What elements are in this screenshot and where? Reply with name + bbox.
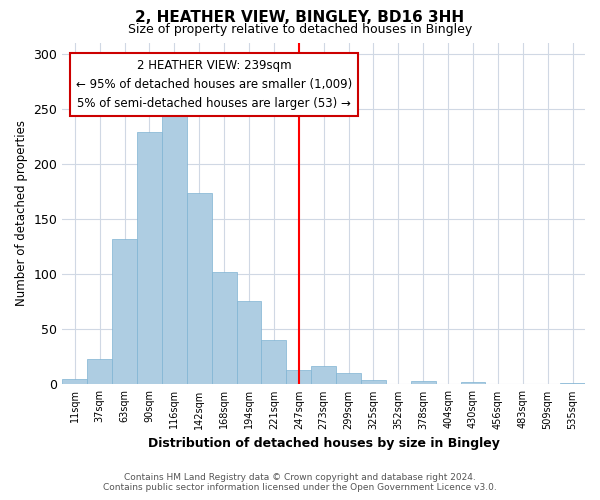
Bar bbox=[236, 300, 262, 384]
Bar bbox=[187, 192, 212, 384]
Bar bbox=[137, 132, 162, 384]
Bar bbox=[311, 366, 336, 384]
Bar bbox=[212, 272, 236, 384]
Bar bbox=[361, 380, 386, 384]
X-axis label: Distribution of detached houses by size in Bingley: Distribution of detached houses by size … bbox=[148, 437, 500, 450]
Bar bbox=[62, 379, 87, 384]
Bar bbox=[286, 370, 311, 384]
Text: 2, HEATHER VIEW, BINGLEY, BD16 3HH: 2, HEATHER VIEW, BINGLEY, BD16 3HH bbox=[136, 10, 464, 25]
Text: Size of property relative to detached houses in Bingley: Size of property relative to detached ho… bbox=[128, 22, 472, 36]
Text: Contains HM Land Registry data © Crown copyright and database right 2024.
Contai: Contains HM Land Registry data © Crown c… bbox=[103, 473, 497, 492]
Bar bbox=[461, 382, 485, 384]
Y-axis label: Number of detached properties: Number of detached properties bbox=[15, 120, 28, 306]
Bar bbox=[411, 381, 436, 384]
Bar bbox=[112, 239, 137, 384]
Text: 2 HEATHER VIEW: 239sqm
← 95% of detached houses are smaller (1,009)
5% of semi-d: 2 HEATHER VIEW: 239sqm ← 95% of detached… bbox=[76, 59, 352, 110]
Bar bbox=[87, 359, 112, 384]
Bar bbox=[336, 374, 361, 384]
Bar bbox=[262, 340, 286, 384]
Bar bbox=[162, 114, 187, 384]
